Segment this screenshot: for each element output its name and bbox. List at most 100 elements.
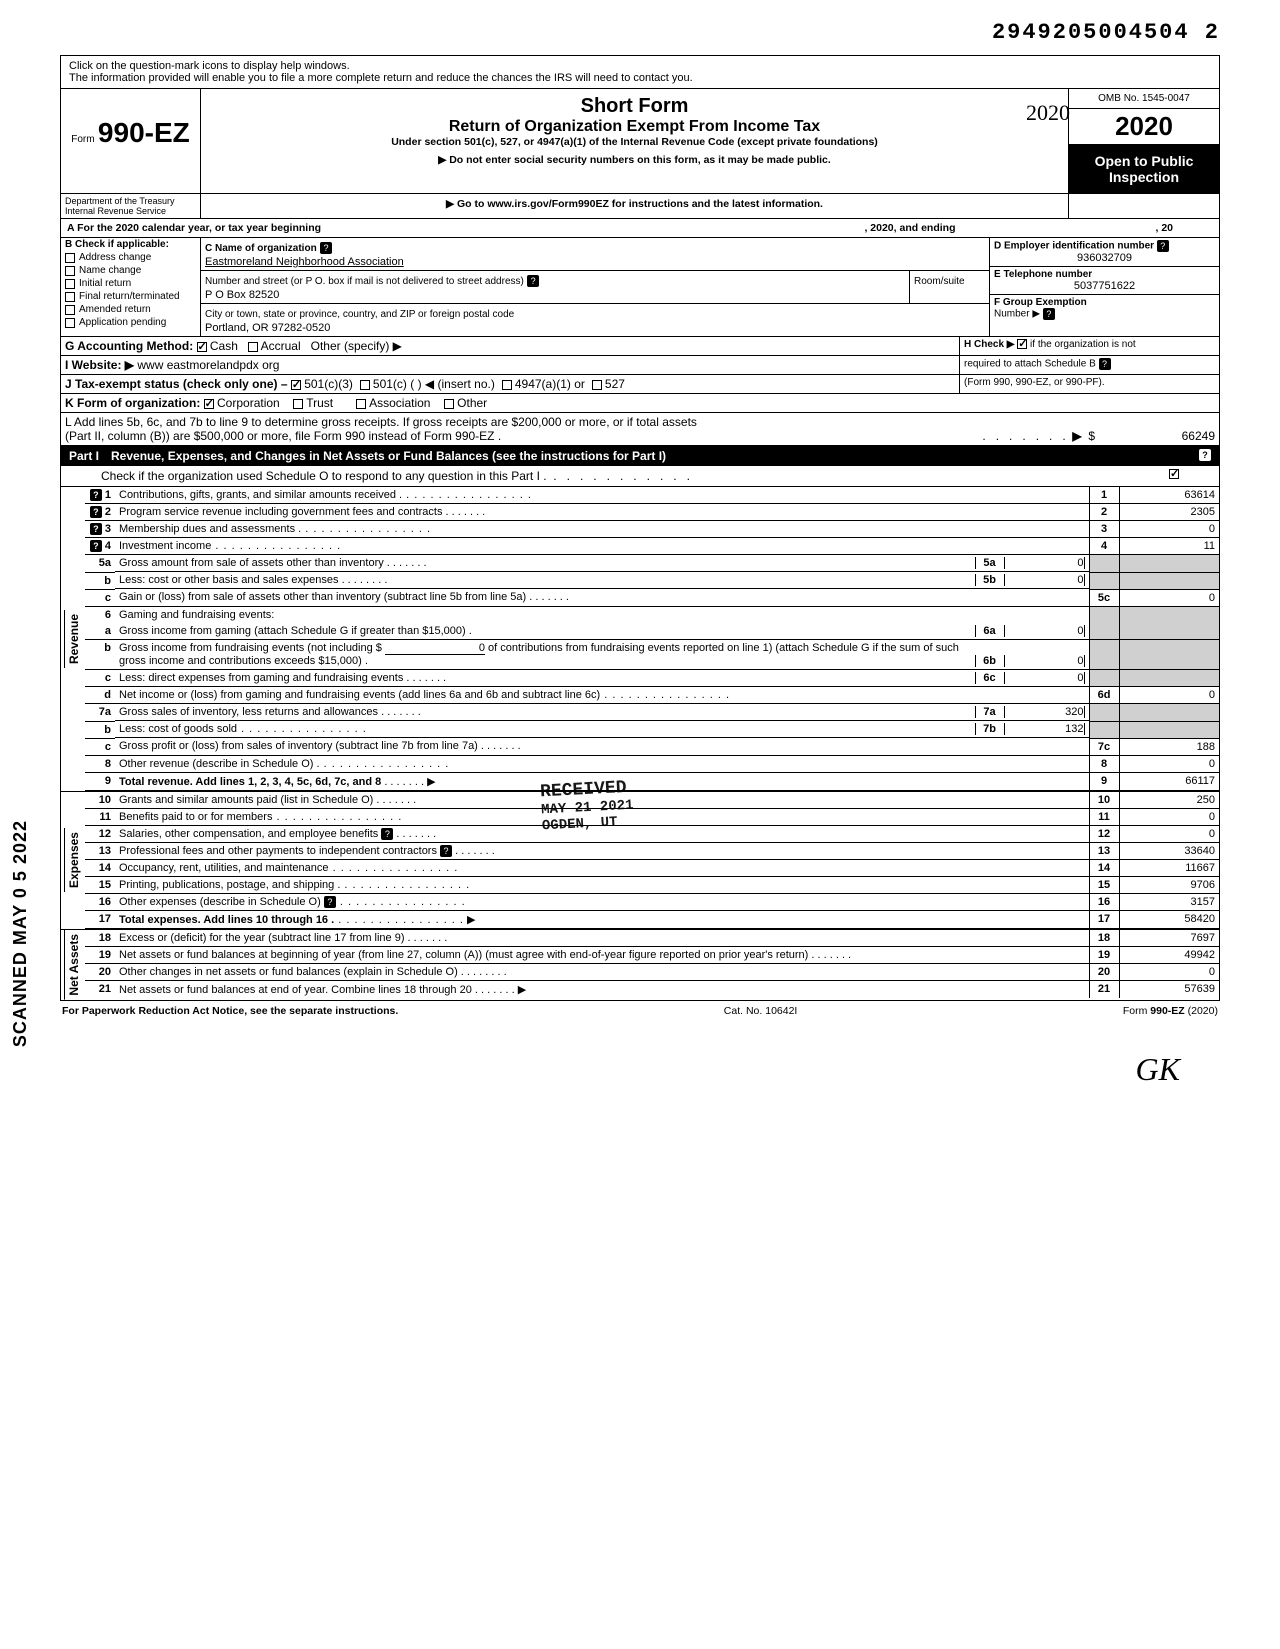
form-number: 990-EZ — [98, 117, 190, 148]
line-rnum: 12 — [1089, 825, 1119, 842]
line-desc: Program service revenue including govern… — [119, 506, 442, 518]
help-icon[interactable]: ? — [324, 896, 336, 908]
cb-trust[interactable] — [293, 399, 303, 409]
help-icon[interactable]: ? — [1157, 240, 1169, 252]
section-j-row: J Tax-exempt status (check only one) – 5… — [61, 375, 1219, 394]
help-icon[interactable]: ? — [90, 506, 102, 518]
cb-527[interactable] — [592, 380, 602, 390]
shade — [1089, 606, 1119, 623]
section-l-dollar: $ — [1088, 429, 1095, 443]
help-icon[interactable]: ? — [90, 540, 102, 552]
help-icon[interactable]: ? — [1199, 449, 1211, 461]
cb-address-change[interactable]: Address change — [61, 251, 200, 264]
shade — [1119, 640, 1219, 670]
help-icon[interactable]: ? — [90, 489, 102, 501]
label-insert: ) ◀ (insert no.) — [418, 377, 495, 391]
line-num: 21 — [85, 981, 115, 999]
room-label: Room/suite — [914, 276, 965, 287]
help-icon[interactable]: ? — [1043, 308, 1055, 320]
line-rval: 0 — [1119, 589, 1219, 606]
part-1-label: Part I — [69, 449, 99, 463]
shade — [1119, 704, 1219, 722]
section-j-label: J Tax-exempt status (check only one) – — [65, 377, 288, 391]
line-rval: 57639 — [1119, 981, 1219, 999]
dept-row: Department of the Treasury Internal Reve… — [61, 194, 1219, 219]
inspection-text: Inspection — [1073, 169, 1215, 185]
cb-corp[interactable] — [204, 399, 214, 409]
cb-other-org[interactable] — [444, 399, 454, 409]
shade — [1119, 721, 1219, 738]
cb-4947[interactable] — [502, 380, 512, 390]
line-rval: 0 — [1119, 808, 1219, 825]
cb-accrual[interactable] — [248, 342, 258, 352]
line-desc: Membership dues and assessments . — [119, 523, 301, 535]
section-d-label: D Employer identification number — [994, 241, 1154, 252]
line-desc: Gross income from fundraising events (no… — [119, 642, 382, 654]
line-rnum: 6d — [1089, 687, 1119, 704]
section-a-label: A For the 2020 calendar year, or tax yea… — [67, 222, 321, 234]
cb-assoc[interactable] — [356, 399, 366, 409]
section-b: B Check if applicable: Address change Na… — [61, 238, 201, 336]
line-rnum: 14 — [1089, 860, 1119, 877]
label-corp: Corporation — [217, 396, 280, 410]
cb-initial-return[interactable]: Initial return — [61, 277, 200, 290]
line-rval: 0 — [1119, 964, 1219, 981]
help-icon[interactable]: ? — [527, 275, 539, 287]
line-num: b — [85, 640, 115, 670]
line-desc: Contributions, gifts, grants, and simila… — [119, 489, 402, 501]
cb-not-required[interactable] — [1017, 339, 1027, 349]
line-rval: 63614 — [1119, 487, 1219, 504]
cb-label: Amended return — [79, 304, 151, 315]
line-desc: Less: cost or other basis and sales expe… — [119, 574, 345, 586]
cb-amended[interactable]: Amended return — [61, 303, 200, 316]
form-id-cell: Form 990-EZ — [61, 89, 201, 193]
cb-app-pending[interactable]: Application pending — [61, 316, 200, 329]
mid-num: 7a — [975, 706, 1005, 718]
footer-left: For Paperwork Reduction Act Notice, see … — [62, 1005, 398, 1017]
line-num: 13 — [85, 842, 115, 859]
line-rnum: 18 — [1089, 930, 1119, 947]
received-stamp: RECEIVED MAY 21 2021 OGDEN, UT — [540, 777, 635, 834]
line-rval: 11 — [1119, 538, 1219, 555]
help-icon[interactable]: ? — [440, 845, 452, 857]
label-501c: 501(c) ( — [373, 377, 414, 391]
shade — [1089, 670, 1119, 687]
shade — [1119, 606, 1219, 623]
line-desc: Total revenue. Add lines 1, 2, 3, 4, 5c,… — [119, 776, 381, 788]
cb-cash[interactable] — [197, 342, 207, 352]
cb-final-return[interactable]: Final return/terminated — [61, 290, 200, 303]
dept-cell: Department of the Treasury Internal Reve… — [61, 194, 201, 218]
help-icon[interactable]: ? — [320, 242, 332, 254]
line-num: 15 — [85, 877, 115, 894]
section-h-text4: (Form 990, 990-EZ, or 990-PF). — [964, 377, 1105, 388]
cb-name-change[interactable]: Name change — [61, 264, 200, 277]
netassets-table: 18Excess or (deficit) for the year (subt… — [85, 930, 1219, 998]
mid-val: 132 — [1005, 723, 1085, 735]
help-icon[interactable]: ? — [90, 523, 102, 535]
short-form-label: Short Form — [209, 95, 1060, 118]
line-rnum: 16 — [1089, 894, 1119, 911]
expenses-table: 10Grants and similar amounts paid (list … — [85, 792, 1219, 929]
dept-1: Department of the Treasury — [65, 196, 196, 206]
cb-label: Name change — [79, 265, 141, 276]
netassets-side-text: Net Assets — [64, 930, 83, 1000]
line-desc: Grants and similar amounts paid (list in… — [119, 794, 373, 806]
form-header: Form 990-EZ Short Form Return of Organiz… — [61, 89, 1219, 194]
line-num: 12 — [85, 825, 115, 842]
cb-schedule-o[interactable] — [1169, 469, 1179, 479]
line-rval: 0 — [1119, 687, 1219, 704]
shade — [1089, 623, 1119, 640]
line-desc: Gain or (loss) from sale of assets other… — [119, 591, 526, 603]
line-desc: Gross amount from sale of assets other t… — [119, 557, 384, 569]
help-icon[interactable]: ? — [381, 828, 393, 840]
line-desc: Less: cost of goods sold — [119, 723, 237, 735]
help-icon[interactable]: ? — [1099, 358, 1111, 370]
cb-501c3[interactable] — [291, 380, 301, 390]
other-label: Other (specify) ▶ — [311, 339, 402, 353]
org-name: Eastmoreland Neighborhood Association — [205, 256, 404, 268]
line-desc: Net assets or fund balances at end of ye… — [119, 984, 472, 996]
shade — [1089, 704, 1119, 722]
line-num: b — [85, 572, 115, 589]
document-number: 2949205004504 2 — [60, 20, 1220, 45]
cb-501c[interactable] — [360, 380, 370, 390]
